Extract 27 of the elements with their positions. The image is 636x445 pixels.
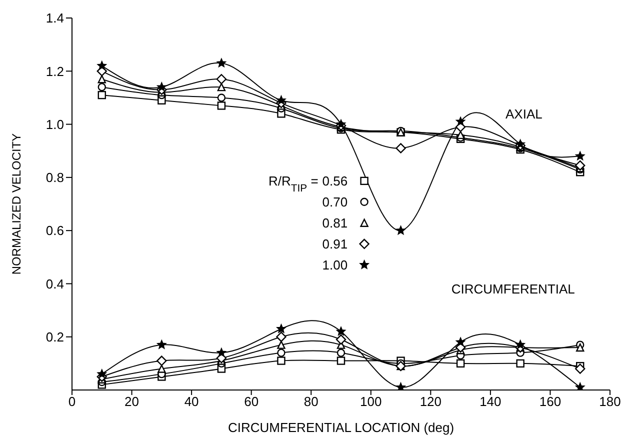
x-tick-label: 160 [539,394,562,410]
y-tick-label: 0.8 [46,170,64,186]
y-tick-label: 0.2 [46,329,64,344]
legend-label: 0.81 [322,215,348,230]
legend-label: 1.00 [322,257,348,272]
y-tick-label: 1.4 [46,10,64,26]
legend-label: 0.91 [322,236,348,252]
x-tick-label: 40 [184,394,199,410]
legend-title: R/R$_{TIP}$ = [268,173,318,194]
x-tick-label: 0 [68,394,76,410]
y-tick-label: 0.6 [46,223,64,238]
y-tick-label: 1.0 [46,116,64,132]
y-axis-title: NORMALIZED VELOCITY [9,133,24,275]
y-tick-label: 0.4 [46,276,64,292]
annotation: CIRCUMFERENTIAL [451,281,575,296]
x-tick-label: 60 [244,394,259,410]
x-tick-label: 20 [124,394,140,410]
x-axis-title: CIRCUMFERENTIAL LOCATION (deg) [228,420,454,435]
x-tick-label: 140 [480,394,502,410]
x-tick-label: 100 [360,394,382,410]
x-tick-label: 80 [304,394,318,410]
legend-label: 0.56 [322,173,348,188]
annotation: AXIAL [505,106,542,122]
x-tick-label: 180 [599,394,621,410]
y-tick-label: 1.2 [46,64,64,79]
x-tick-label: 120 [420,394,442,410]
legend-label: 0.70 [322,194,348,210]
